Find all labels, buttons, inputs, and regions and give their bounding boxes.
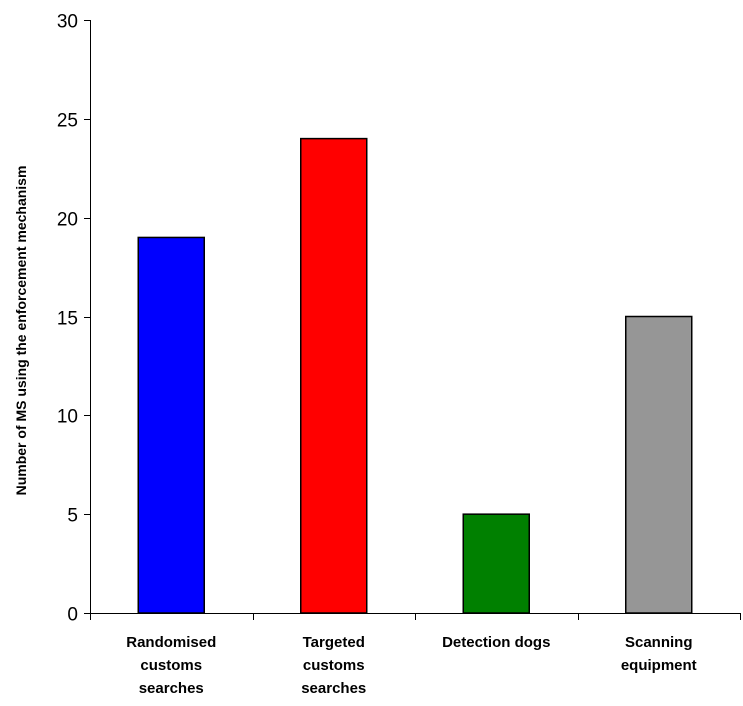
bar: [462, 513, 530, 614]
y-tick-label: 15: [57, 309, 78, 330]
bar: [300, 137, 368, 614]
y-tick-label: 0: [67, 605, 78, 626]
x-category-label: Detection dogs: [442, 634, 550, 651]
y-tick-label: 20: [57, 210, 78, 231]
y-axis-title: Number of MS using the enforcement mecha…: [13, 166, 29, 496]
x-axis-ticks: [90, 613, 741, 620]
y-tick-label: 10: [57, 407, 78, 428]
y-tick-label: 25: [57, 111, 78, 132]
y-tick-label: 30: [57, 12, 78, 33]
x-axis-labels: Randomised customs searches Targeted customs…: [126, 634, 696, 697]
x-category-label: Randomised customs searches: [126, 634, 216, 697]
bar: [137, 236, 205, 614]
y-axis-ticks: 0 5 10 15 20 25 30: [57, 12, 90, 626]
x-category-label: Targeted customs searches: [301, 634, 366, 697]
bars: [137, 137, 693, 614]
bar: [625, 315, 693, 614]
y-tick-label: 5: [67, 506, 78, 527]
x-category-label: Scanning equipment: [621, 634, 697, 674]
